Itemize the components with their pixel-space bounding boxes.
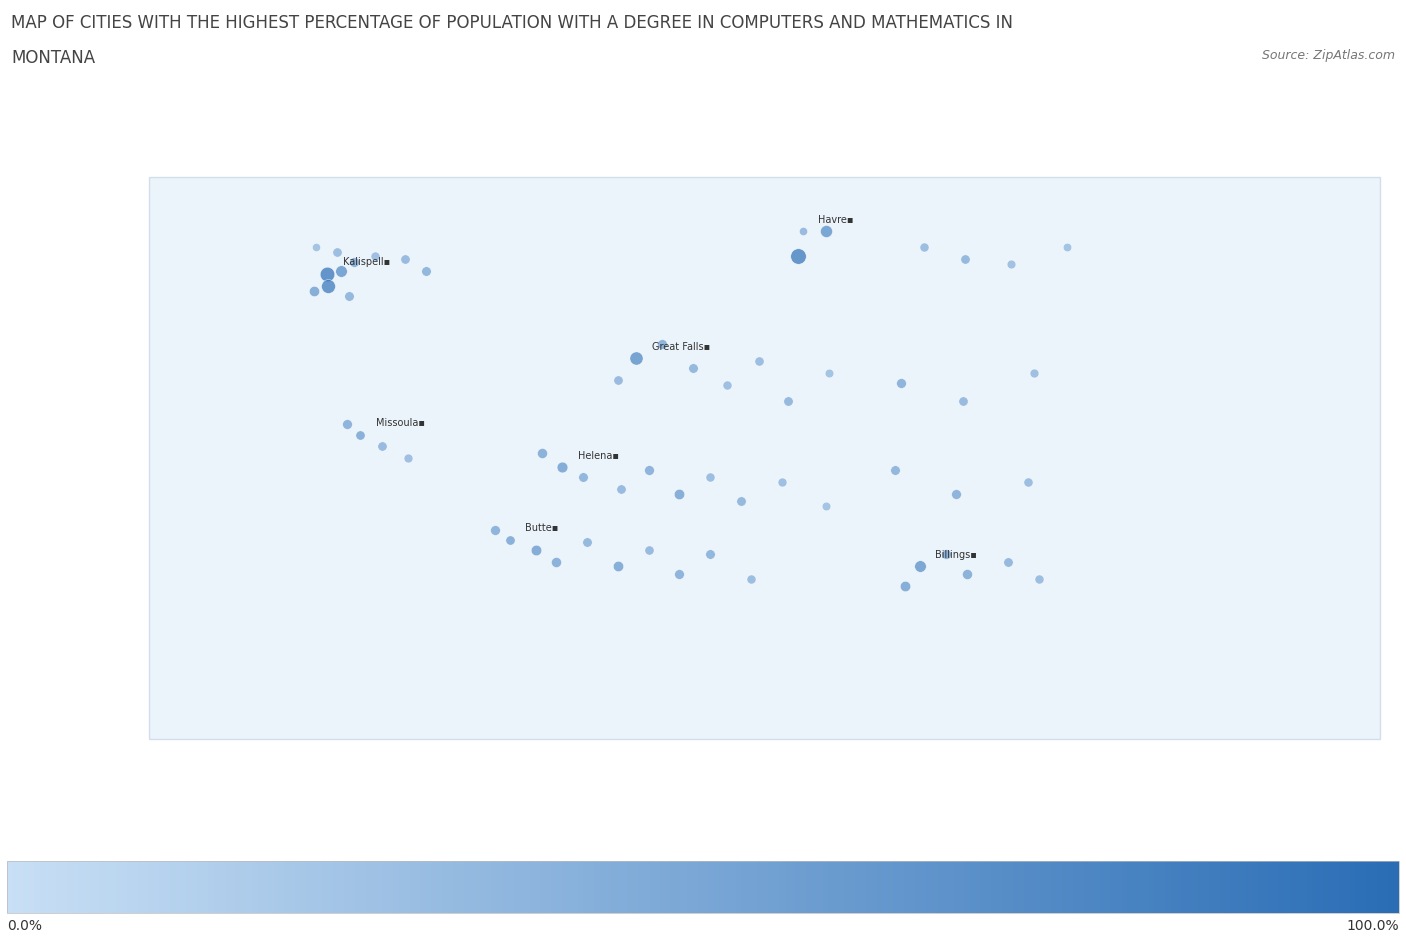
Point bbox=[305, 241, 328, 256]
Point bbox=[740, 572, 762, 587]
Point bbox=[524, 543, 547, 558]
Point bbox=[668, 487, 690, 502]
Point bbox=[651, 337, 673, 352]
Point bbox=[606, 560, 628, 575]
Point bbox=[610, 482, 633, 497]
Point bbox=[363, 249, 385, 264]
Text: Source: ZipAtlas.com: Source: ZipAtlas.com bbox=[1261, 49, 1395, 62]
Point bbox=[818, 366, 841, 381]
Point bbox=[1028, 572, 1050, 587]
Point bbox=[302, 284, 325, 299]
Point bbox=[1017, 475, 1039, 490]
Point bbox=[394, 253, 416, 268]
Point bbox=[945, 487, 967, 502]
Text: MONTANA: MONTANA bbox=[11, 49, 96, 66]
Point bbox=[748, 354, 770, 369]
Text: 0.0%: 0.0% bbox=[7, 917, 42, 931]
Point bbox=[956, 566, 979, 581]
Point bbox=[572, 470, 595, 485]
Point bbox=[551, 461, 574, 475]
Point bbox=[792, 225, 814, 240]
Point bbox=[730, 494, 752, 509]
Point bbox=[576, 535, 599, 550]
Point bbox=[935, 548, 957, 563]
Point bbox=[908, 560, 931, 575]
Point bbox=[606, 373, 628, 388]
Point bbox=[318, 279, 340, 294]
Point bbox=[1000, 257, 1022, 272]
Text: Havre▪: Havre▪ bbox=[818, 214, 853, 225]
Point bbox=[778, 394, 800, 409]
Point bbox=[953, 253, 976, 268]
Point bbox=[343, 255, 366, 270]
Point bbox=[1056, 241, 1078, 256]
Point bbox=[699, 470, 721, 485]
Point bbox=[815, 499, 838, 514]
Point bbox=[546, 554, 568, 569]
Text: 100.0%: 100.0% bbox=[1347, 917, 1399, 931]
Point bbox=[626, 352, 648, 367]
Text: Missoula▪: Missoula▪ bbox=[375, 417, 425, 428]
Point bbox=[499, 533, 522, 548]
Point bbox=[336, 417, 359, 431]
Text: MAP OF CITIES WITH THE HIGHEST PERCENTAGE OF POPULATION WITH A DEGREE IN COMPUTE: MAP OF CITIES WITH THE HIGHEST PERCENTAG… bbox=[11, 14, 1014, 32]
Point bbox=[530, 446, 553, 461]
Point bbox=[415, 265, 437, 280]
Point bbox=[371, 439, 394, 454]
Point bbox=[668, 566, 690, 581]
Point bbox=[952, 394, 974, 409]
Point bbox=[997, 554, 1019, 569]
Point bbox=[716, 378, 738, 393]
Point bbox=[815, 225, 838, 240]
Point bbox=[637, 543, 659, 558]
Bar bbox=[149, 178, 1381, 739]
Point bbox=[329, 265, 352, 280]
Point bbox=[770, 475, 793, 490]
Text: Great Falls▪: Great Falls▪ bbox=[652, 342, 710, 351]
Point bbox=[637, 462, 659, 477]
Text: Billings▪: Billings▪ bbox=[935, 549, 977, 559]
Point bbox=[325, 245, 347, 260]
Point bbox=[883, 462, 905, 477]
Text: Helena▪: Helena▪ bbox=[578, 450, 619, 461]
Point bbox=[894, 578, 917, 593]
Point bbox=[337, 288, 360, 303]
Point bbox=[1024, 366, 1046, 381]
Point bbox=[890, 375, 912, 390]
Point bbox=[349, 428, 371, 443]
Text: Kalispell▪: Kalispell▪ bbox=[343, 256, 389, 267]
Point bbox=[699, 548, 721, 563]
Point bbox=[484, 523, 506, 538]
Point bbox=[316, 267, 339, 282]
Point bbox=[682, 361, 704, 376]
Text: Butte▪: Butte▪ bbox=[526, 522, 558, 533]
Point bbox=[787, 249, 810, 264]
Point bbox=[912, 241, 935, 256]
Point bbox=[398, 450, 420, 465]
